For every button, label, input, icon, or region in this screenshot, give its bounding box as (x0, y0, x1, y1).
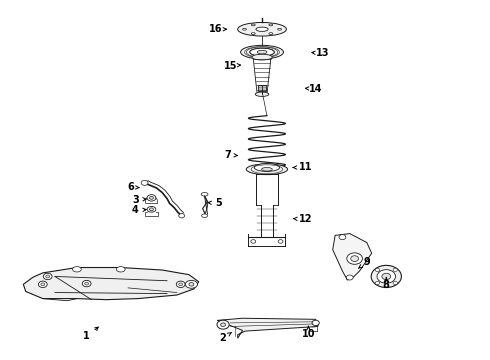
Ellipse shape (85, 282, 89, 285)
Text: 16: 16 (209, 24, 226, 34)
Ellipse shape (73, 267, 81, 272)
Ellipse shape (220, 323, 225, 327)
Ellipse shape (189, 283, 194, 286)
Ellipse shape (255, 92, 269, 96)
Ellipse shape (256, 27, 268, 31)
Ellipse shape (251, 24, 255, 26)
Ellipse shape (176, 281, 185, 288)
Ellipse shape (147, 206, 156, 212)
Ellipse shape (141, 180, 148, 185)
Ellipse shape (41, 283, 45, 286)
Ellipse shape (238, 22, 287, 36)
Text: 10: 10 (301, 327, 315, 339)
Ellipse shape (246, 164, 288, 175)
Text: 15: 15 (223, 61, 241, 71)
Ellipse shape (116, 267, 125, 272)
Ellipse shape (179, 213, 185, 218)
Text: 7: 7 (224, 150, 237, 160)
Polygon shape (24, 267, 199, 300)
Ellipse shape (339, 235, 346, 240)
Ellipse shape (43, 273, 52, 280)
Ellipse shape (382, 273, 391, 280)
Ellipse shape (312, 320, 319, 325)
Text: 11: 11 (293, 162, 313, 172)
Ellipse shape (185, 280, 197, 288)
Ellipse shape (149, 197, 153, 199)
Ellipse shape (38, 281, 47, 288)
Ellipse shape (250, 48, 274, 56)
Text: 14: 14 (305, 84, 322, 94)
Ellipse shape (269, 24, 273, 26)
Ellipse shape (201, 193, 208, 196)
Text: 8: 8 (383, 278, 390, 291)
Polygon shape (333, 234, 372, 280)
Ellipse shape (179, 283, 183, 286)
Ellipse shape (347, 253, 363, 264)
Text: 2: 2 (220, 332, 232, 343)
Ellipse shape (351, 256, 359, 261)
Ellipse shape (269, 33, 273, 35)
Ellipse shape (147, 195, 156, 201)
Bar (258, 85, 267, 91)
Ellipse shape (254, 163, 280, 171)
Ellipse shape (311, 322, 316, 325)
Ellipse shape (243, 28, 246, 30)
Ellipse shape (251, 33, 255, 35)
Ellipse shape (252, 54, 272, 60)
Ellipse shape (393, 268, 397, 271)
Ellipse shape (241, 45, 284, 59)
Ellipse shape (375, 268, 380, 271)
Ellipse shape (149, 208, 153, 211)
Ellipse shape (202, 214, 207, 217)
Text: 4: 4 (132, 205, 146, 215)
Ellipse shape (82, 280, 91, 287)
Text: 3: 3 (132, 195, 146, 204)
Text: 12: 12 (294, 214, 313, 224)
Text: 5: 5 (208, 198, 221, 208)
Ellipse shape (346, 275, 353, 280)
Ellipse shape (262, 167, 272, 171)
Ellipse shape (308, 320, 319, 327)
Ellipse shape (278, 28, 282, 30)
Ellipse shape (377, 270, 395, 283)
Ellipse shape (371, 265, 401, 288)
Text: 13: 13 (312, 48, 330, 58)
Text: 6: 6 (127, 182, 140, 192)
Text: 9: 9 (358, 257, 370, 268)
Text: 1: 1 (83, 327, 98, 342)
Polygon shape (217, 318, 318, 338)
Ellipse shape (217, 320, 229, 329)
Ellipse shape (375, 282, 380, 285)
Ellipse shape (257, 50, 267, 54)
Ellipse shape (46, 275, 49, 278)
Ellipse shape (393, 282, 397, 285)
